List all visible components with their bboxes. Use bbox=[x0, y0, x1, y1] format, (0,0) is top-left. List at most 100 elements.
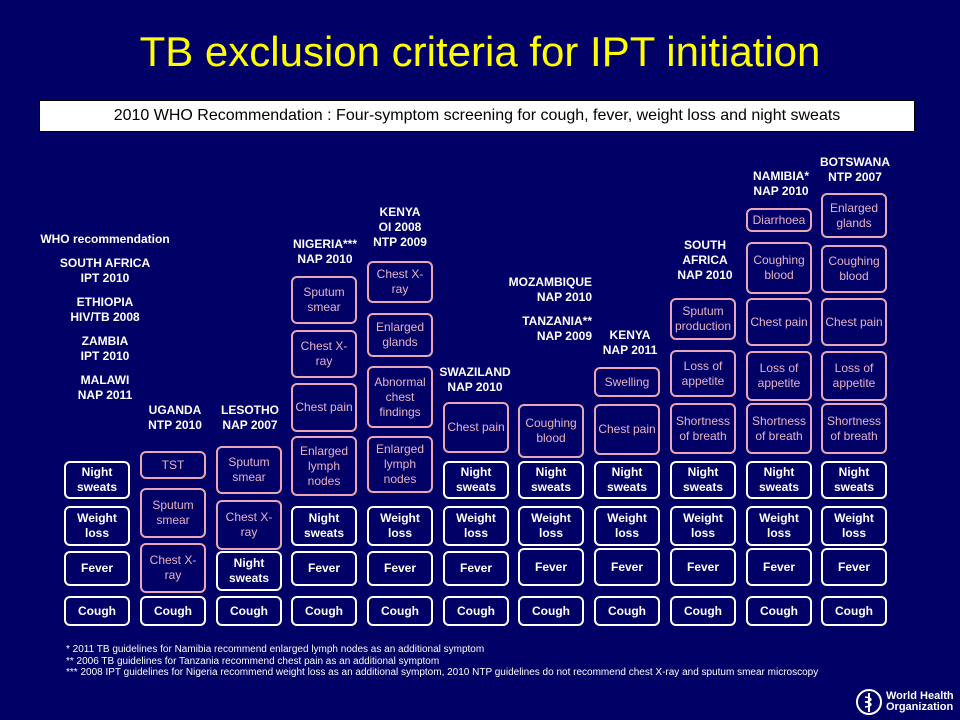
criterion-box-botswana: Fever bbox=[821, 548, 887, 586]
criterion-box-botswana: Enlarged glands bbox=[821, 193, 887, 238]
criterion-box-kenya1: Enlarged glands bbox=[367, 313, 433, 357]
column-label-line: NAP 2011 bbox=[77, 388, 133, 402]
column-label-line bbox=[40, 364, 170, 373]
criterion-box-uganda: TST bbox=[140, 451, 206, 479]
column-label-kenya2: KENYA NAP 2011 bbox=[585, 328, 675, 358]
criterion-box-kenya1: Fever bbox=[367, 551, 433, 586]
column-label-swaziland: SWAZILAND NAP 2010 bbox=[430, 365, 520, 395]
criterion-box-southafrica: Shortness of breath bbox=[670, 403, 736, 454]
criterion-box-uganda: Cough bbox=[140, 596, 206, 626]
column-label-line: AFRICA bbox=[682, 253, 728, 267]
criterion-box-kenya1: Chest X-ray bbox=[367, 261, 433, 303]
criterion-box-tanzania: Weight loss bbox=[518, 506, 584, 546]
criterion-box-swaziland: Night sweats bbox=[443, 461, 509, 499]
column-label-line: IPT 2010 bbox=[80, 349, 130, 363]
footnote-tanzania: ** 2006 TB guidelines for Tanzania recom… bbox=[66, 655, 440, 667]
criterion-box-botswana: Chest pain bbox=[821, 298, 887, 346]
criterion-box-southafrica: Night sweats bbox=[670, 461, 736, 499]
column-label-line: NTP 2007 bbox=[828, 170, 882, 184]
criterion-box-southafrica: Fever bbox=[670, 548, 736, 586]
criterion-box-botswana: Shortness of breath bbox=[821, 403, 887, 454]
criterion-box-nigeria: Sputum smear bbox=[291, 276, 357, 324]
criterion-box-kenya2: Chest pain bbox=[594, 404, 660, 455]
column-label-line: NAP 2010 bbox=[297, 252, 353, 266]
criterion-box-kenya1: Cough bbox=[367, 596, 433, 626]
slide-title: TB exclusion criteria for IPT initiation bbox=[139, 28, 821, 75]
criterion-box-swaziland: Weight loss bbox=[443, 506, 509, 546]
criterion-box-uganda: Sputum smear bbox=[140, 488, 206, 538]
criterion-box-southafrica: Cough bbox=[670, 596, 736, 626]
criterion-box-nigeria: Chest X-ray bbox=[291, 330, 357, 378]
column-label-nigeria: NIGERIA*** NAP 2010 bbox=[280, 237, 370, 267]
column-label-line: TANZANIA** bbox=[522, 314, 592, 328]
column-label-line: ZAMBIA bbox=[81, 334, 129, 348]
criterion-box-nigeria: Night sweats bbox=[291, 506, 357, 546]
column-label-line: KENYA bbox=[379, 205, 421, 219]
column-label-line bbox=[40, 325, 170, 334]
column-label-line: SOUTH bbox=[684, 238, 726, 252]
criterion-box-southafrica: Weight loss bbox=[670, 506, 736, 546]
criterion-box-tanzania: Night sweats bbox=[518, 461, 584, 499]
column-label-line: NIGERIA*** bbox=[292, 237, 357, 251]
column-label-southafrica: SOUTH AFRICA NAP 2010 bbox=[660, 238, 750, 283]
who-recommendation-box: 2010 WHO Recommendation : Four-symptom s… bbox=[39, 100, 915, 132]
column-label-line: NAP 2010 bbox=[677, 268, 733, 282]
column-label-line: NAP 2011 bbox=[602, 343, 658, 357]
criterion-box-botswana: Night sweats bbox=[821, 461, 887, 499]
criterion-box-swaziland: Cough bbox=[443, 596, 509, 626]
column-label-tanzania: MOZAMBIQUE NAP 2010 TANZANIA** NAP 2009 bbox=[480, 275, 592, 344]
footnote-nigeria: *** 2008 IPT guidelines for Nigeria reco… bbox=[66, 667, 819, 678]
column-label-namibia: NAMIBIA* NAP 2010 bbox=[736, 169, 826, 199]
criterion-box-namibia: Shortness of breath bbox=[746, 403, 812, 454]
criterion-box-kenya2: Weight loss bbox=[594, 506, 660, 546]
criterion-box-namibia: Night sweats bbox=[746, 461, 812, 499]
criterion-box-kenya1: Abnormal chest findings bbox=[367, 366, 433, 428]
column-label-line bbox=[40, 286, 170, 295]
logo-line-2: Organization bbox=[886, 701, 954, 713]
column-label-line: SOUTH AFRICA bbox=[59, 256, 151, 270]
criterion-box-namibia: Loss of appetite bbox=[746, 351, 812, 401]
criterion-box-kenya2: Swelling bbox=[594, 367, 660, 397]
criterion-box-lesotho: Cough bbox=[216, 596, 282, 626]
criterion-box-nigeria: Enlarged lymph nodes bbox=[291, 436, 357, 496]
column-label-line: LESOTHO bbox=[220, 403, 279, 417]
column-label-line bbox=[40, 247, 170, 256]
criterion-box-botswana: Coughing blood bbox=[821, 245, 887, 293]
column-label-line: NAP 2009 bbox=[536, 329, 592, 343]
criterion-box-who: Night sweats bbox=[64, 461, 130, 499]
criterion-box-swaziland: Chest pain bbox=[443, 402, 509, 453]
who-logo: World Health Organization bbox=[855, 688, 954, 716]
column-label-line: UGANDA bbox=[148, 403, 202, 417]
column-label-line: NAP 2010 bbox=[536, 290, 592, 304]
footnotes: * 2011 TB guidelines for Namibia recomme… bbox=[66, 644, 866, 679]
criterion-box-tanzania: Fever bbox=[518, 548, 584, 586]
criterion-box-swaziland: Fever bbox=[443, 551, 509, 586]
criterion-box-nigeria: Chest pain bbox=[291, 383, 357, 432]
criterion-box-namibia: Weight loss bbox=[746, 506, 812, 546]
column-label-line: NTP 2010 bbox=[148, 418, 202, 432]
logo-line-1: World Health bbox=[886, 690, 954, 702]
criterion-box-tanzania: Cough bbox=[518, 596, 584, 626]
column-label-line: MOZAMBIQUE bbox=[508, 275, 592, 289]
criterion-box-southafrica: Loss of appetite bbox=[670, 350, 736, 397]
criterion-box-who: Fever bbox=[64, 551, 130, 586]
column-label-line: HIV/TB 2008 bbox=[70, 310, 140, 324]
column-label-line: IPT 2010 bbox=[80, 271, 130, 285]
column-label-line: SWAZILAND bbox=[439, 365, 511, 379]
criterion-box-kenya2: Night sweats bbox=[594, 461, 660, 499]
criterion-box-kenya2: Cough bbox=[594, 596, 660, 626]
criterion-box-lesotho: Sputum smear bbox=[216, 446, 282, 494]
column-label-kenya1: KENYA OI 2008 NTP 2009 bbox=[355, 205, 445, 250]
criterion-box-uganda: Chest X-ray bbox=[140, 543, 206, 593]
column-label-who: WHO recommendation SOUTH AFRICA IPT 2010 ET… bbox=[40, 232, 170, 403]
criterion-box-southafrica: Sputum production bbox=[670, 298, 736, 340]
criterion-box-lesotho: Night sweats bbox=[216, 551, 282, 591]
criterion-box-namibia: Diarrhoea bbox=[746, 208, 812, 232]
column-label-botswana: BOTSWANA NTP 2007 bbox=[810, 155, 900, 185]
column-label-line: KENYA bbox=[609, 328, 651, 342]
column-label-line: WHO recommendation bbox=[40, 232, 170, 246]
column-label-line: NTP 2009 bbox=[373, 235, 427, 249]
column-label-line: NAP 2010 bbox=[447, 380, 503, 394]
column-label-line: NAMIBIA* bbox=[753, 169, 809, 183]
criterion-box-tanzania: Coughing blood bbox=[518, 404, 584, 458]
